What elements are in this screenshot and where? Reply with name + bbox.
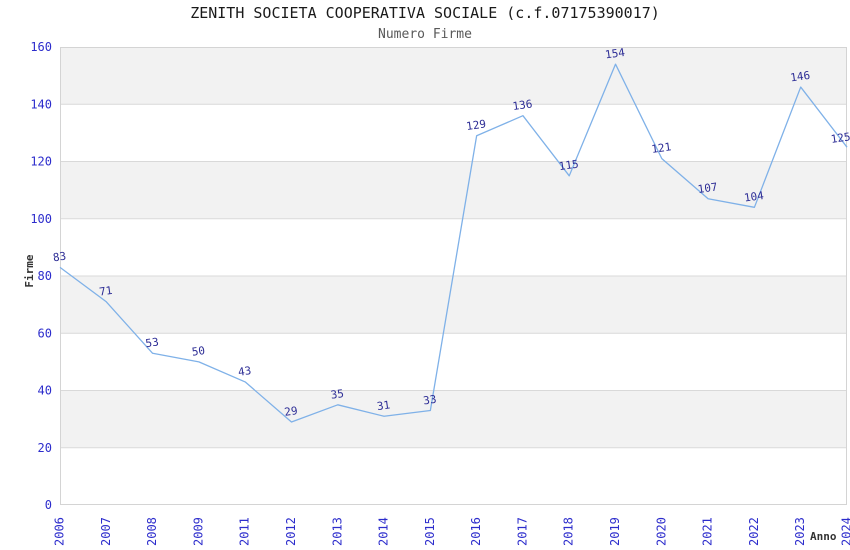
value-label: 125: [830, 130, 850, 146]
value-label: 35: [330, 387, 345, 402]
value-label: 129: [465, 117, 486, 133]
y-tick-label: 140: [30, 97, 52, 111]
value-label: 154: [604, 46, 626, 62]
x-tick-label: 2013: [330, 517, 344, 546]
y-tick-label: 60: [38, 326, 52, 340]
x-tick-label: 2015: [423, 517, 437, 546]
value-label: 83: [52, 250, 67, 265]
value-label: 136: [512, 97, 533, 113]
y-tick-label: 80: [38, 269, 52, 283]
value-label: 121: [651, 140, 672, 156]
x-tick-label: 2006: [53, 517, 67, 546]
x-tick-label: 2014: [377, 517, 391, 546]
value-label: 107: [697, 180, 718, 196]
x-tick-label: 2012: [284, 517, 298, 546]
y-tick-label: 100: [30, 212, 52, 226]
plot-band: [60, 47, 847, 105]
y-tick-label: 20: [38, 441, 52, 455]
x-axis-title: Anno: [810, 530, 837, 543]
value-label: 43: [237, 364, 252, 379]
data-line: [59, 63, 848, 423]
x-tick-label: 2021: [701, 517, 715, 546]
x-tick-label: 2007: [99, 517, 113, 546]
value-label: 33: [422, 393, 437, 408]
y-tick-label: 160: [30, 40, 52, 54]
x-tick-label: 2008: [145, 517, 159, 546]
y-tick-label: 40: [38, 384, 52, 398]
chart-subtitle: Numero Firme: [378, 27, 472, 42]
x-tick-label: 2009: [191, 517, 205, 546]
x-tick-label: 2016: [469, 517, 483, 546]
x-tick-label: 2017: [515, 517, 529, 546]
chart-title: ZENITH SOCIETA COOPERATIVA SOCIALE (c.f.…: [190, 4, 660, 22]
plot-band: [60, 161, 847, 219]
x-tick-label: 2011: [238, 517, 252, 546]
x-tick-label: 2023: [793, 517, 807, 546]
value-label: 115: [558, 158, 579, 174]
x-tick-label: 2020: [654, 517, 668, 546]
value-label: 53: [145, 335, 160, 350]
value-label: 104: [743, 189, 765, 205]
x-tick-label: 2024: [840, 517, 850, 546]
value-label: 146: [789, 69, 810, 85]
plot-band: [60, 390, 847, 448]
value-label: 31: [376, 398, 391, 413]
value-label: 29: [284, 404, 299, 419]
y-tick-label: 0: [45, 498, 52, 512]
y-tick-label: 120: [30, 155, 52, 169]
x-tick-label: 2019: [608, 517, 622, 546]
y-axis-title: Firme: [23, 254, 36, 288]
value-label: 71: [98, 284, 113, 299]
plot-border: [60, 47, 847, 505]
x-tick-label: 2018: [562, 517, 576, 546]
plot-band: [60, 276, 847, 334]
x-tick-label: 2022: [747, 517, 761, 546]
value-label: 50: [191, 344, 206, 359]
